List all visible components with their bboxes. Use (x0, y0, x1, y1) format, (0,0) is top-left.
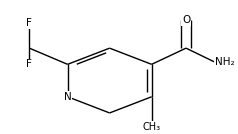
Text: NH₂: NH₂ (215, 57, 234, 67)
Text: O: O (182, 15, 190, 25)
Text: CH₃: CH₃ (143, 122, 161, 132)
Text: F: F (26, 18, 32, 28)
Text: F: F (26, 59, 32, 69)
Text: N: N (64, 92, 71, 102)
